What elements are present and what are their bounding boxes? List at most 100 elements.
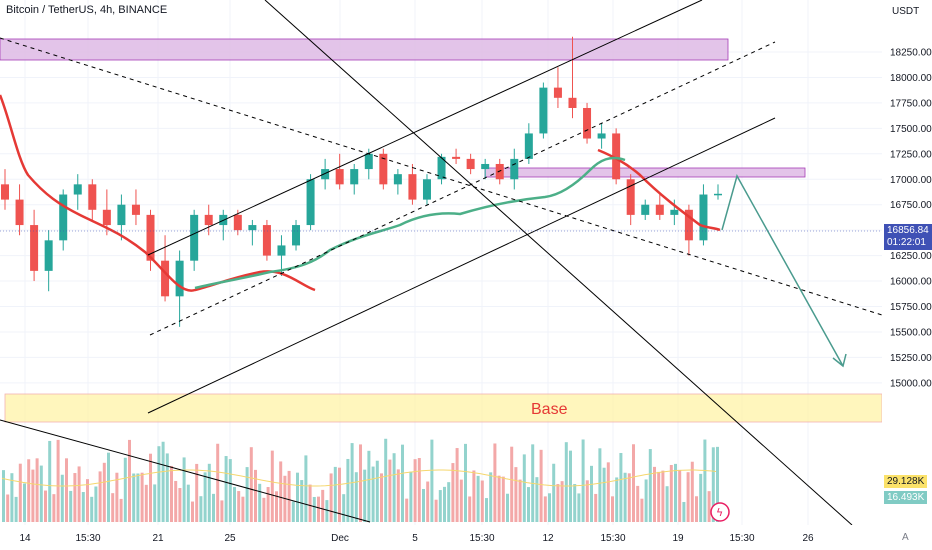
volume-bar [363, 469, 367, 522]
lightning-glyph: ϟ [716, 506, 723, 519]
volume-bar [329, 473, 333, 522]
time-axis[interactable]: 14 15:30 21 25 Dec 5 15:30 12 15:30 19 15:30 26 [0, 525, 932, 550]
volume-ma-line [1, 469, 717, 487]
candle-body [583, 107, 592, 139]
candle-body [44, 240, 53, 271]
resistance-zone [484, 167, 806, 178]
y-tick-label: 16000.00 [890, 277, 932, 288]
x-tick-label: 12 [542, 533, 554, 544]
volume-bar [359, 444, 362, 522]
volume-bar [10, 473, 14, 522]
candle-body [146, 214, 155, 261]
volume-bar [161, 441, 165, 522]
volume-tag: 16.493K [884, 491, 928, 504]
candles [1, 36, 722, 327]
volume-bar [270, 450, 274, 522]
volume-bar [98, 471, 102, 522]
volume-bar [73, 473, 77, 522]
volume-bar [409, 471, 413, 522]
volume-bar [346, 458, 350, 522]
x-tick-label: Dec [331, 533, 349, 544]
volume-bar [627, 473, 631, 522]
volume-bar [245, 467, 249, 522]
volume-bar [27, 459, 31, 522]
volume-bar [594, 493, 598, 522]
y-tick-label: 17500.00 [890, 124, 932, 135]
candle-body [131, 204, 140, 215]
candle-body [292, 225, 301, 246]
volume-bar [506, 493, 509, 522]
candle-body [335, 169, 344, 185]
volume-bar [149, 453, 152, 522]
volume-bar [342, 494, 346, 522]
candle-body [452, 156, 461, 159]
x-tick-label: 26 [802, 533, 814, 544]
volume-bar [459, 479, 463, 522]
volume-bar [644, 479, 648, 522]
volume-bar [648, 449, 652, 522]
projection-arrowhead-icon [832, 353, 847, 368]
lightning-icon[interactable] [710, 502, 730, 522]
candle-body [248, 225, 257, 231]
y-tick-label: 15750.00 [890, 302, 932, 313]
volume-bars [2, 438, 719, 522]
candle-body [364, 153, 373, 170]
volume-bar [539, 449, 543, 522]
volume-bar [468, 496, 472, 522]
volume-bar [216, 443, 220, 522]
candle-body [379, 153, 388, 185]
candle-body [684, 209, 693, 241]
volume-bar [581, 439, 585, 522]
volume-bar [199, 496, 203, 522]
volume-bar [6, 494, 10, 522]
currency-label: USDT [892, 6, 920, 17]
volume-bar [510, 446, 514, 522]
trendlines [0, 0, 883, 526]
volume-bar [182, 457, 186, 522]
volume-bar [690, 461, 694, 522]
volume-bar [623, 472, 627, 522]
volume-bar [485, 498, 488, 522]
projection-arrow [721, 174, 847, 368]
volume-bar [602, 467, 606, 522]
volume-bar [258, 483, 262, 522]
volume-bar [207, 463, 211, 522]
volume-bar [266, 487, 270, 522]
volume-bar [14, 496, 18, 522]
volume-bar [157, 446, 161, 522]
y-tick-label: 17250.00 [890, 149, 932, 160]
candle-body [350, 169, 359, 185]
y-tick-label: 18000.00 [890, 73, 932, 84]
volume-bar [476, 475, 480, 522]
volume-bar [703, 439, 707, 522]
volume-bar [308, 484, 312, 522]
candle-body [306, 179, 315, 226]
y-tick-label: 18250.00 [890, 48, 932, 59]
volume-bar [94, 486, 98, 522]
last-price-value: 16856.84 [887, 225, 929, 236]
candle-body [714, 193, 722, 196]
candle-body [510, 158, 519, 180]
candle-body [539, 87, 548, 134]
price-axis[interactable]: 18250.00 18000.00 17750.00 17500.00 17250.00… [882, 0, 932, 525]
volume-bar [174, 480, 178, 522]
candle-body [88, 184, 97, 210]
volume-bar [451, 463, 455, 522]
volume-bar [191, 501, 194, 522]
volume-bar [23, 483, 26, 522]
volume-bar [716, 446, 719, 522]
last-price-tag: 16856.84 01:22:01 [884, 224, 932, 250]
auto-scale-button[interactable]: A [902, 532, 909, 543]
volume-bar [413, 459, 417, 522]
volume-bar [405, 498, 409, 522]
volume-bar [18, 463, 22, 522]
volume-bar [291, 501, 295, 522]
candle-body [393, 174, 402, 185]
candle-body [277, 245, 286, 256]
volume-bar [178, 488, 182, 522]
volume-bar [186, 484, 190, 522]
y-tick-label: 17000.00 [890, 175, 932, 186]
volume-bar [119, 498, 123, 522]
zones [0, 38, 883, 423]
